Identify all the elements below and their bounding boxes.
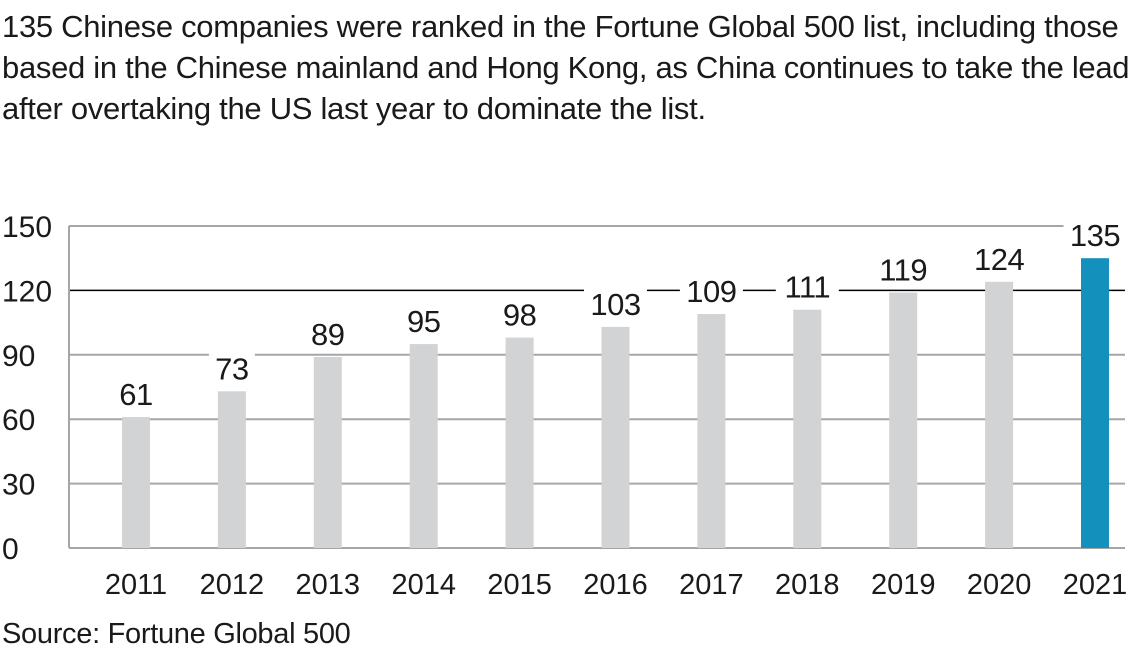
y-tick-label: 60 (2, 404, 35, 437)
bar-2016 (601, 326, 630, 548)
bar-2012 (217, 391, 246, 548)
bar-2019 (889, 292, 918, 548)
x-tick-label: 2013 (296, 569, 361, 601)
data-label-background (304, 310, 351, 351)
data-label: 135 (1070, 218, 1120, 253)
data-label-background (775, 263, 839, 304)
data-label: 95 (407, 304, 440, 339)
data-label: 124 (974, 242, 1024, 277)
data-label-background (496, 291, 543, 332)
chart-title: 135 Chinese companies were ranked in the… (2, 9, 1130, 126)
data-label-background (113, 371, 159, 412)
x-tick-label: 2016 (583, 569, 648, 601)
data-label-background (1063, 212, 1127, 253)
bar-2015 (505, 337, 534, 548)
x-tick-label: 2014 (391, 569, 456, 601)
data-label: 111 (784, 270, 830, 305)
data-label: 61 (119, 377, 152, 412)
y-tick-label: 120 (2, 275, 52, 308)
data-label-background (967, 235, 1031, 276)
data-label: 109 (686, 274, 736, 309)
bar-2021 (1081, 258, 1109, 548)
x-tick-label: 2011 (105, 569, 167, 601)
data-label-background (400, 298, 447, 339)
data-label-background (208, 345, 255, 386)
x-tick-label: 2012 (200, 569, 265, 601)
y-tick-label: 150 (2, 211, 52, 244)
y-tick-label: 30 (2, 469, 35, 502)
data-label: 98 (503, 298, 536, 333)
y-tick-label: 90 (2, 340, 35, 373)
bar-2020 (985, 281, 1014, 548)
data-label: 89 (311, 317, 344, 352)
data-label: 119 (879, 253, 927, 288)
bar-2018 (793, 309, 822, 548)
y-tick-label: 0 (2, 533, 19, 566)
x-tick-label: 2018 (775, 569, 840, 601)
x-tick-label: 2021 (1063, 569, 1128, 601)
x-tick-label: 2020 (967, 569, 1032, 601)
x-tick-label: 2019 (871, 569, 936, 601)
data-label-background (584, 280, 647, 321)
x-tick-label: 2015 (487, 569, 552, 601)
data-label-background (871, 246, 935, 287)
bar-2011 (122, 417, 150, 548)
bar-2014 (409, 344, 438, 548)
source-note: Source: Fortune Global 500 (2, 618, 351, 650)
data-label-background (679, 268, 743, 309)
x-tick-label: 2017 (679, 569, 744, 601)
bar-2013 (313, 356, 342, 548)
data-label: 73 (215, 351, 248, 386)
data-label: 103 (590, 287, 640, 322)
bar-2017 (697, 314, 726, 548)
